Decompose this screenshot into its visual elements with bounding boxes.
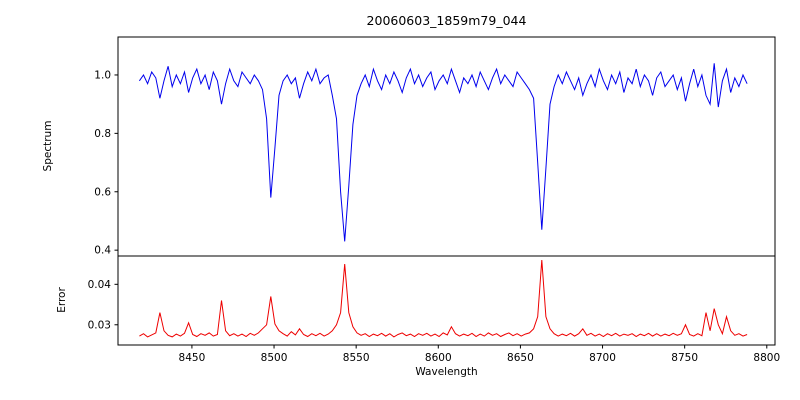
y-tick-label: 0.4 [94,245,111,257]
x-tick-label: 8600 [425,352,452,364]
y-tick-label: 0.8 [94,128,111,140]
y-tick-label: 0.04 [88,279,112,291]
plot-title: 20060603_1859m79_044 [366,13,527,28]
spectrum-line [138,63,748,242]
x-tick-label: 8550 [343,352,370,364]
y-axis-label-error: Error [56,287,68,313]
y-axis-label-spectrum: Spectrum [42,120,54,172]
x-tick-label: 8800 [753,352,780,364]
y-tick-label: 0.03 [88,319,111,331]
error-line [139,259,748,338]
x-tick-label: 8750 [671,352,698,364]
y-tick-label: 0.6 [94,186,111,198]
x-axis-label: Wavelength [415,366,478,378]
x-tick-label: 8650 [507,352,534,364]
y-tick-label: 1.0 [94,69,111,81]
error-axes-border [117,255,776,346]
x-tick-label: 8500 [261,352,288,364]
x-tick-label: 8700 [589,352,616,364]
spectrum-axes-border [117,36,776,257]
x-tick-label: 8450 [179,352,206,364]
